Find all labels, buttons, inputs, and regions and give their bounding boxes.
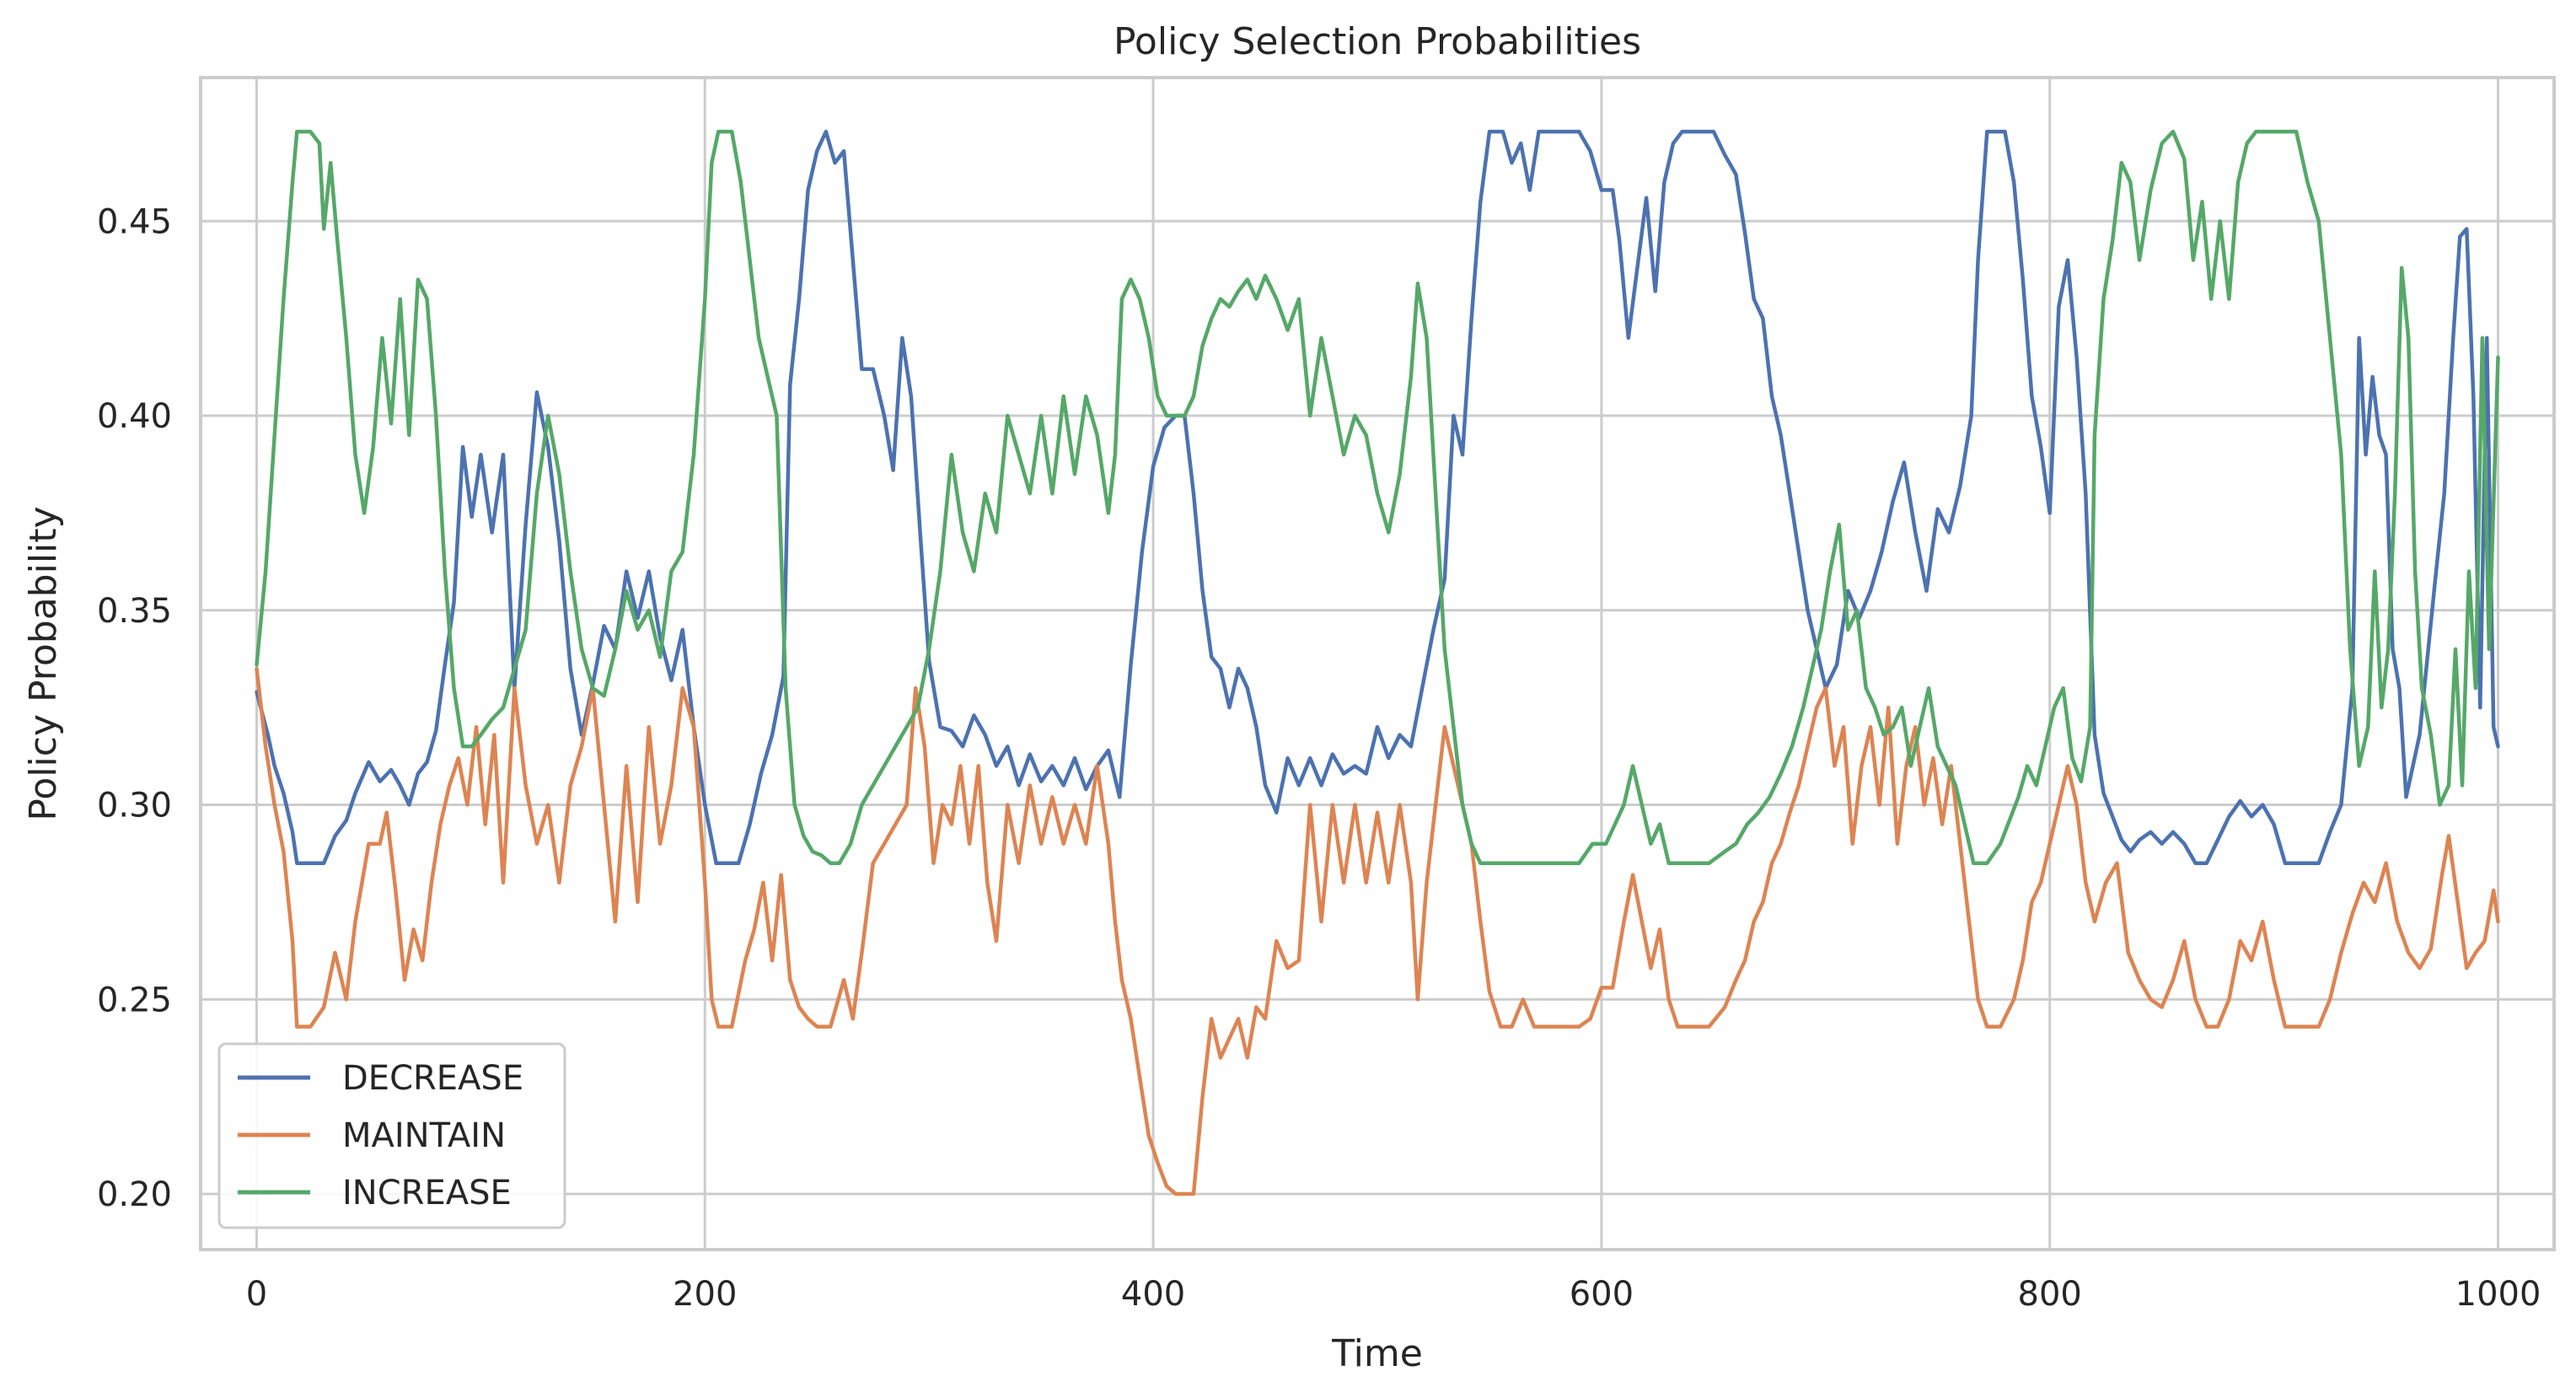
series-line-maintain [255,666,2500,1196]
y-axis-label: Policy Probability [22,506,65,820]
x-tick-label: 1000 [2455,1275,2541,1314]
tick-labels: 0 200 400 600 800 1000 0.20 0.25 0.30 0.35 0.40 0.4… [97,202,2541,1314]
series-line-increase [255,129,2500,865]
legend-box [217,1042,566,1229]
legend-label-maintain: MAINTAIN [342,1116,506,1155]
series-line-decrease [255,129,2500,865]
y-tick-label: 0.40 [97,397,172,436]
x-tick-label: 200 [673,1275,737,1314]
y-tick-label: 0.45 [97,202,172,241]
legend-label-increase: INCREASE [342,1174,512,1212]
legend-label-decrease: DECREASE [342,1059,523,1098]
plot-area-frame [199,76,2556,1251]
x-tick-label: 600 [1570,1275,1634,1314]
x-tick-label: 0 [246,1275,267,1314]
x-axis-label: Time [1331,1332,1423,1375]
grid [201,78,2554,1250]
y-tick-label: 0.20 [97,1175,172,1214]
series-lines [255,129,2500,1196]
y-tick-label: 0.25 [97,981,172,1019]
y-tick-label: 0.30 [97,787,172,825]
x-tick-label: 400 [1121,1275,1185,1314]
legend: DECREASE MAINTAIN INCREASE [217,1042,566,1229]
x-tick-label: 800 [2018,1275,2082,1314]
y-tick-label: 0.35 [97,592,172,631]
chart-title: Policy Selection Probabilities [1114,20,1641,63]
